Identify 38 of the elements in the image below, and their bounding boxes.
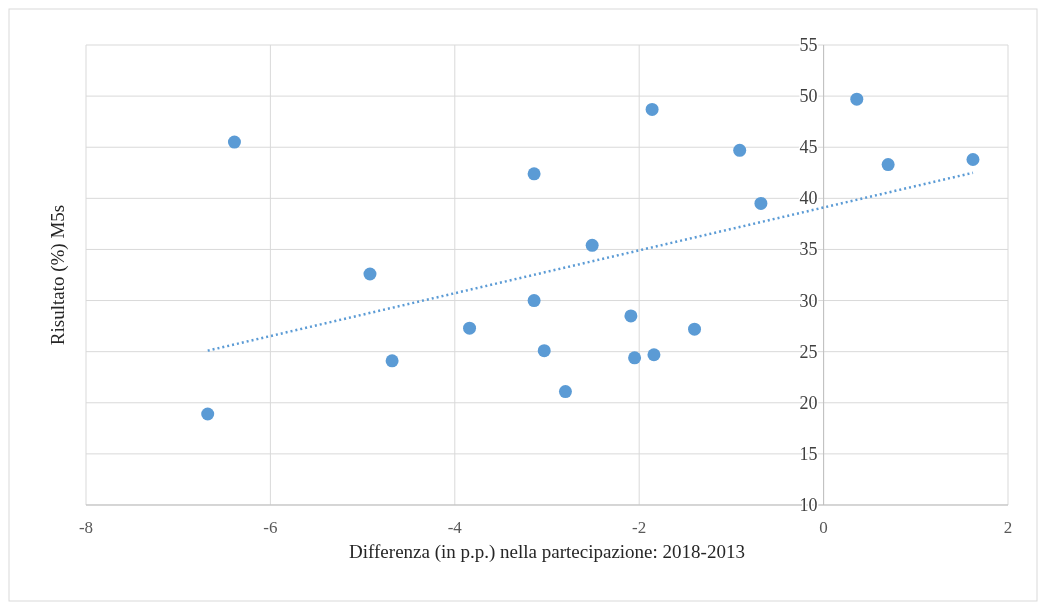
point: [647, 348, 661, 362]
point: [385, 354, 399, 368]
point: [624, 309, 638, 323]
x-tick-label: -6: [263, 518, 278, 537]
y-tick-label: 10: [799, 495, 818, 515]
x-axis-title: Differenza (in p.p.) nella partecipazione: 2018-2013: [349, 541, 745, 563]
x-tick-label: -2: [632, 518, 647, 537]
point: [688, 322, 702, 336]
point: [227, 135, 241, 149]
y-tick-label: 35: [799, 239, 818, 260]
point: [363, 267, 377, 281]
x-tick-label: 2: [1003, 518, 1013, 537]
point: [850, 92, 864, 106]
point: [537, 344, 551, 358]
point: [881, 158, 895, 172]
point: [733, 143, 747, 157]
point: [463, 321, 477, 335]
point: [201, 407, 215, 421]
x-tick-label: -8: [78, 518, 94, 537]
point: [754, 196, 768, 210]
point: [558, 385, 572, 399]
y-tick-label: 40: [799, 188, 818, 209]
point: [585, 238, 599, 252]
y-tick-label: 20: [799, 392, 818, 413]
x-tick-label: -4: [447, 518, 463, 537]
y-tick-label: 55: [799, 35, 818, 55]
y-tick-label: 30: [799, 290, 818, 311]
point: [527, 294, 541, 308]
point: [527, 167, 541, 181]
point: [628, 351, 642, 365]
point: [966, 152, 980, 166]
x-tick-label: 0: [819, 518, 828, 537]
y-tick-label: 45: [799, 137, 818, 158]
y-tick-label: 15: [799, 443, 818, 464]
y-axis-title: Risultato (%) M5s: [47, 204, 69, 346]
point: [645, 102, 659, 116]
y-tick-label: 50: [799, 86, 818, 107]
y-tick-label: 25: [799, 341, 818, 362]
